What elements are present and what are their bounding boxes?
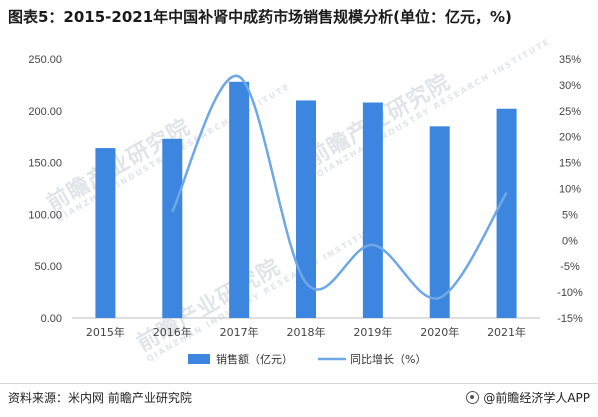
y-left-tick-label: 150.00 [28,158,62,170]
bar-sales [496,108,517,318]
y-right-tick-label: -10% [557,287,583,299]
x-tick-label: 2015年 [86,325,125,339]
x-tick-label: 2016年 [153,325,192,339]
brand-text: @前瞻经济学人APP [483,391,590,405]
y-left-tick-label: 0.00 [41,313,62,325]
y-right-tick-label: 20% [559,132,581,144]
legend-label-sales: 销售额（亿元） [216,352,293,366]
bar-sales [229,81,250,319]
x-tick-label: 2020年 [420,325,459,339]
legend-swatch-sales [188,354,210,364]
y-left-tick-label: 50.00 [34,261,62,273]
y-left-tick-label: 250.00 [28,54,62,66]
x-tick-label: 2018年 [287,325,326,339]
source-note: 资料来源：米内网 前瞻产业研究院 [8,391,192,405]
x-tick-label: 2019年 [353,325,392,339]
bar-sales [162,138,183,318]
y-right-tick-label: 30% [559,80,581,92]
y-left-tick-label: 100.00 [28,209,62,221]
footer-divider [0,383,598,384]
y-right-tick-label: 0% [562,235,578,247]
bar-sales [429,126,450,318]
bar-sales [95,148,116,318]
y-right-tick-label: 10% [559,184,581,196]
combo-chart: 0.00 50.00 100.00 150.00 200.00 250.00 -15% -10… [28,54,583,366]
brand-logo-icon [466,391,480,404]
chart-title: 图表5：2015-2021年中国补肾中成药市场销售规模分析(单位：亿元，%) [8,8,512,26]
x-tick-label: 2017年 [220,325,259,339]
x-tick-label: 2021年 [487,325,526,339]
bar-sales [362,102,383,319]
y-right-tick-label: 5% [562,209,578,221]
line-growth-rate [171,74,508,300]
y-right-tick-label: 25% [559,106,581,118]
brand-credit: @前瞻经济学人APP [466,389,590,406]
bar-sales [296,100,316,318]
y-right-tick-label: 35% [559,54,581,66]
y-left-tick-label: 200.00 [28,106,62,118]
y-right-tick-label: -5% [560,261,580,273]
y-right-tick-label: 15% [559,158,581,170]
y-right-tick-label: -15% [557,313,583,325]
legend-label-growth: 同比增长（%） [350,352,426,366]
